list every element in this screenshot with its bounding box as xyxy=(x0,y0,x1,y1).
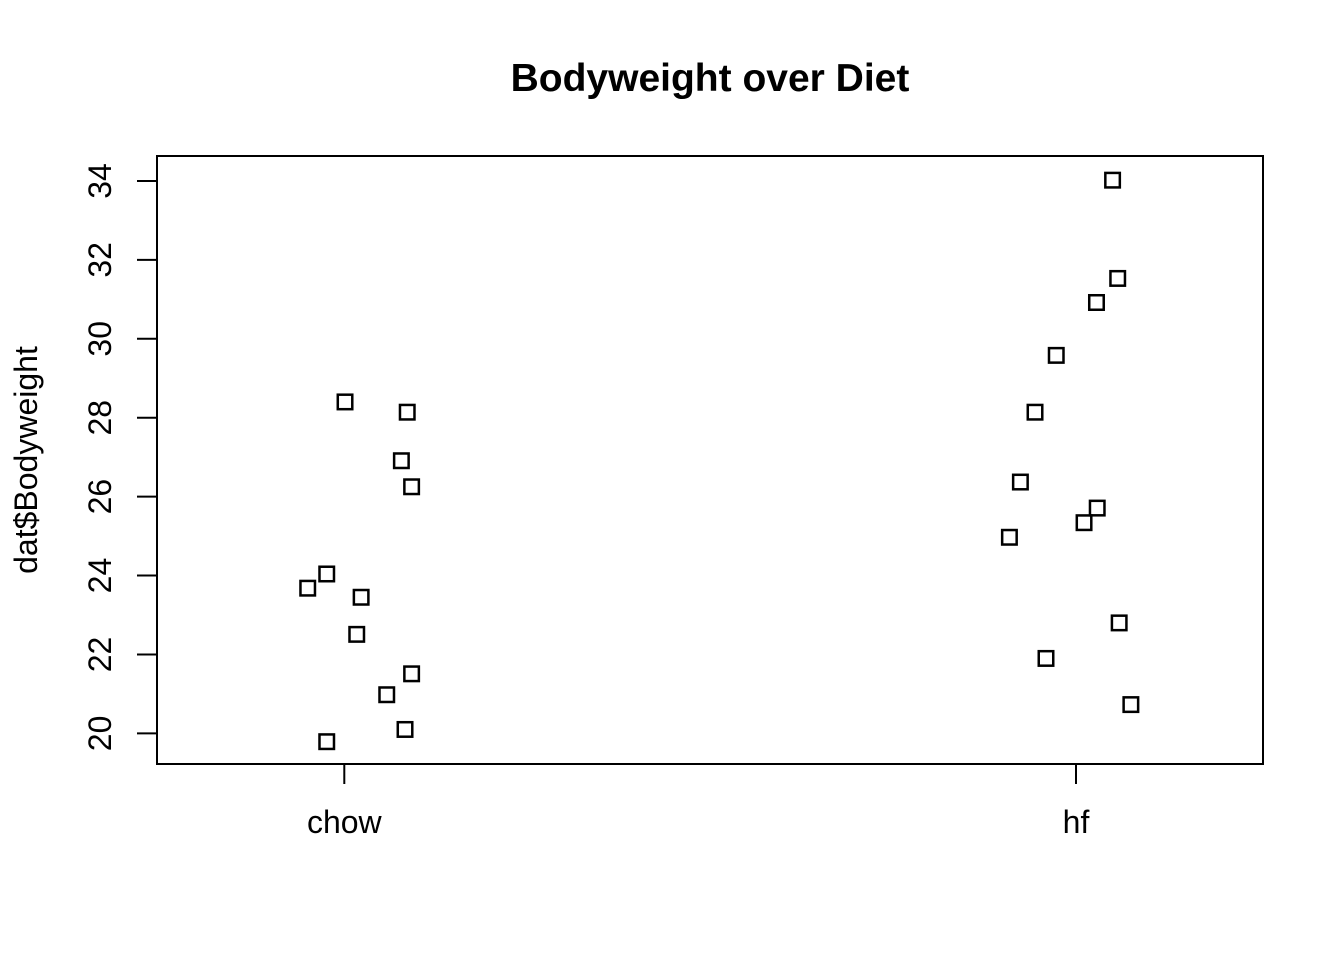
data-point-square xyxy=(352,588,370,606)
data-point-square xyxy=(378,686,396,704)
data-point-square xyxy=(392,452,410,470)
y-axis-tick-label: 20 xyxy=(82,716,118,752)
y-axis-tick-label: 32 xyxy=(82,242,118,278)
data-point-square xyxy=(396,720,414,738)
data-point-square xyxy=(398,403,416,421)
data-point-square xyxy=(1088,499,1106,517)
chart-title: Bodyweight over Diet xyxy=(510,57,910,100)
x-category-label: chow xyxy=(307,804,383,840)
y-axis-tick-label: 26 xyxy=(82,479,118,515)
data-point-square xyxy=(348,625,366,643)
data-point-square xyxy=(318,733,336,751)
data-point-square xyxy=(1026,403,1044,421)
y-axis-tick-label: 22 xyxy=(82,637,118,673)
y-axis-tick-label: 28 xyxy=(82,400,118,436)
y-axis-tick-label: 34 xyxy=(82,163,118,199)
data-point-square xyxy=(1075,514,1093,532)
data-point-square xyxy=(1011,473,1029,491)
data-point-square xyxy=(1109,269,1127,287)
data-point-square xyxy=(1047,346,1065,364)
data-point-square xyxy=(1037,649,1055,667)
data-point-square xyxy=(336,393,354,411)
data-point-square xyxy=(403,665,421,683)
data-point-square xyxy=(403,478,421,496)
x-category-label: hf xyxy=(1063,804,1090,840)
data-point-square xyxy=(1122,696,1140,714)
data-point-square xyxy=(318,565,336,583)
data-point-square xyxy=(1104,171,1122,189)
data-point-square xyxy=(1000,528,1018,546)
data-point-square xyxy=(1110,614,1128,632)
y-axis-tick-label: 30 xyxy=(82,321,118,357)
y-axis-tick-label: 24 xyxy=(82,558,118,594)
plot-frame xyxy=(156,155,1264,765)
data-point-square xyxy=(1087,293,1105,311)
data-point-square xyxy=(299,579,317,597)
